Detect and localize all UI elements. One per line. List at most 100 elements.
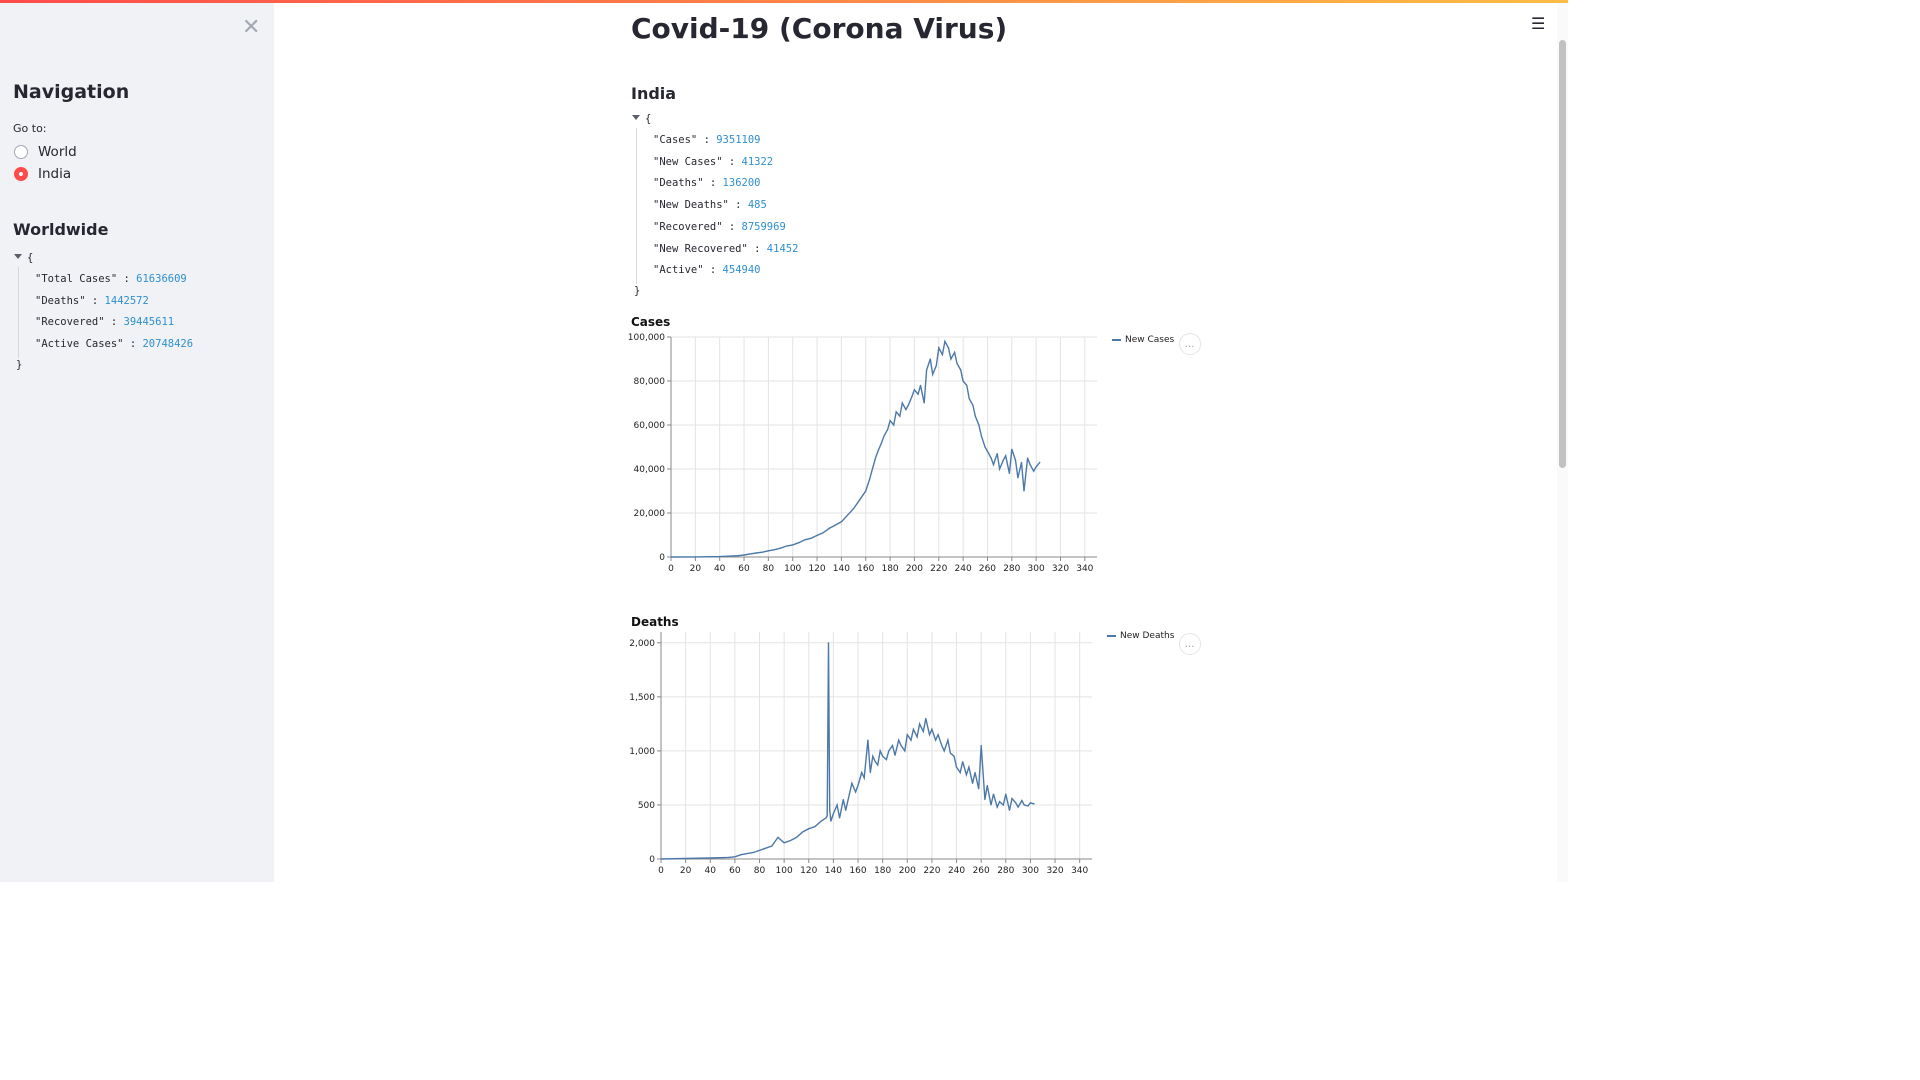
collapse-caret-icon[interactable]	[632, 115, 640, 120]
data-point	[905, 409, 907, 411]
json-value: 485	[747, 199, 767, 212]
data-point	[1008, 472, 1010, 474]
x-tick-label: 300	[1022, 866, 1039, 876]
deaths-legend-item: New Deaths	[1107, 631, 1174, 641]
radio-option-world[interactable]: World	[14, 144, 77, 160]
data-point	[953, 351, 956, 353]
data-point	[882, 755, 884, 757]
deaths-chart-title: Deaths	[631, 615, 679, 629]
data-point	[1023, 490, 1025, 492]
data-point	[895, 411, 897, 413]
json-value: 61636609	[136, 273, 187, 285]
x-tick-label: 340	[1076, 564, 1093, 574]
json-indent-guide	[636, 128, 637, 284]
data-point	[931, 728, 933, 730]
radio-button[interactable]	[14, 167, 28, 181]
collapse-caret-icon[interactable]	[14, 254, 22, 259]
data-point	[852, 508, 855, 510]
data-point	[922, 730, 924, 733]
data-point	[1011, 797, 1013, 800]
data-point	[962, 380, 964, 382]
data-point	[1015, 802, 1017, 804]
x-tick-label: 260	[979, 564, 996, 574]
json-key: "New Cases"	[653, 155, 723, 168]
series-line-new-cases	[670, 339, 1041, 558]
x-tick-label: 120	[808, 564, 825, 574]
data-point	[830, 820, 832, 822]
json-separator: :	[728, 199, 748, 212]
data-point	[874, 457, 877, 459]
country-title: India	[631, 84, 677, 103]
json-row: "Deaths" : 1442572	[35, 295, 149, 307]
y-tick-label: 1,000	[629, 747, 655, 757]
x-tick-label: 20	[680, 866, 692, 876]
data-point	[816, 534, 818, 537]
json-key: "Recovered"	[35, 316, 105, 329]
data-point	[1008, 809, 1011, 811]
data-point	[752, 851, 754, 854]
data-point	[996, 806, 998, 808]
json-row: "Cases" : 9351109	[653, 134, 761, 146]
json-value: 39445611	[123, 316, 175, 329]
data-point	[1021, 800, 1023, 802]
scrollbar-thumb[interactable]	[1559, 40, 1566, 468]
x-tick-label: 60	[729, 866, 741, 876]
json-row: "New Recovered" : 41452	[653, 243, 798, 255]
x-tick-label: 120	[800, 866, 817, 876]
data-point	[728, 856, 730, 858]
json-row: "Active Cases" : 20748426	[35, 338, 193, 350]
data-point	[865, 490, 867, 492]
json-key: "Deaths"	[653, 177, 704, 190]
data-point	[867, 739, 869, 741]
data-point	[820, 820, 822, 822]
json-indent-guide	[18, 267, 19, 358]
hamburger-menu-icon[interactable]: ☰	[1531, 14, 1546, 33]
cases-more-button[interactable]: …	[1179, 333, 1201, 355]
y-tick-label: 2,000	[629, 639, 655, 649]
x-tick-label: 100	[784, 564, 801, 574]
data-point	[968, 398, 970, 400]
data-point	[929, 358, 931, 360]
data-point	[779, 547, 782, 549]
data-point	[880, 442, 883, 444]
radio-button[interactable]	[14, 145, 28, 159]
close-icon[interactable]: ✕	[242, 15, 261, 40]
data-point	[808, 828, 810, 830]
x-tick-label: 220	[930, 564, 947, 574]
data-point	[719, 555, 721, 558]
json-value: 454940	[722, 264, 761, 277]
data-point	[804, 539, 806, 541]
data-point	[949, 752, 951, 754]
data-point	[910, 739, 912, 741]
x-tick-label: 280	[997, 866, 1014, 876]
data-point	[814, 825, 816, 828]
json-open-brace: {	[27, 252, 34, 264]
cases-legend-label: New Cases	[1125, 335, 1175, 345]
y-tick-label: 60,000	[634, 421, 666, 431]
data-point	[789, 840, 791, 842]
data-point	[980, 744, 982, 747]
data-point	[894, 754, 896, 756]
data-point	[854, 791, 857, 793]
data-point	[1027, 457, 1029, 459]
data-point	[956, 362, 958, 364]
radio-option-india[interactable]: India	[14, 166, 71, 182]
data-point	[888, 750, 890, 752]
data-point	[1033, 803, 1035, 805]
data-point	[838, 817, 841, 819]
data-point	[810, 537, 812, 539]
data-point	[857, 784, 859, 787]
data-point	[937, 734, 939, 736]
data-point	[971, 782, 974, 784]
y-tick-label: 40,000	[634, 465, 666, 475]
data-point	[795, 836, 798, 838]
data-point	[734, 856, 736, 858]
data-point	[900, 744, 902, 747]
data-point	[974, 771, 976, 774]
x-tick-label: 340	[1071, 866, 1088, 876]
deaths-more-button[interactable]: …	[1179, 633, 1201, 655]
data-point	[842, 798, 844, 801]
data-point	[932, 373, 934, 375]
data-point	[685, 857, 687, 860]
data-point	[941, 744, 943, 747]
